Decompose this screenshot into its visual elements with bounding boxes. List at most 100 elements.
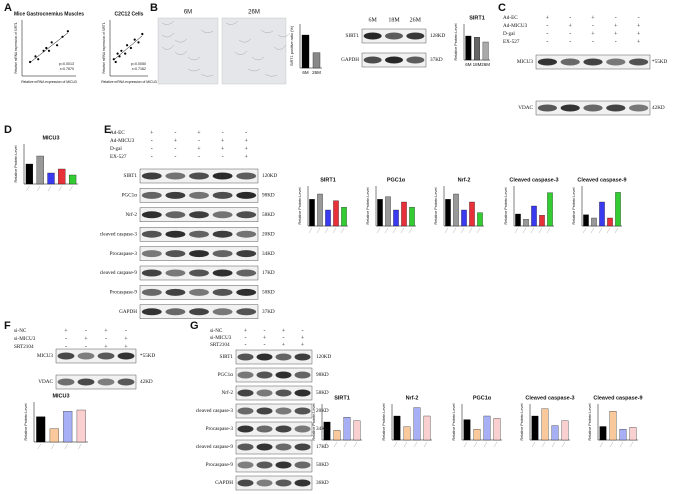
treatment-sign: -	[65, 344, 67, 350]
x-tick-stub	[473, 441, 478, 448]
treatment-sign: +	[282, 342, 286, 348]
band	[212, 191, 233, 199]
band	[141, 288, 162, 296]
x-tick-stub	[393, 441, 398, 448]
y-axis-label: Relative Protein Level	[588, 403, 592, 440]
treatment-sign: +	[637, 39, 641, 45]
x-tick-stub	[413, 441, 418, 448]
bar	[401, 201, 407, 227]
bar	[461, 209, 467, 227]
size-label: 34KD	[316, 426, 329, 432]
treatment-sign: -	[105, 336, 107, 342]
band	[212, 211, 233, 219]
ihc-fiber	[238, 38, 252, 43]
ihc-fiber	[251, 56, 265, 61]
ihc-fiber	[277, 32, 291, 38]
x-tick-stub	[546, 227, 551, 234]
point	[126, 44, 129, 47]
band	[236, 250, 257, 258]
protein-label: cleaved caspase-9	[196, 444, 234, 450]
point	[34, 55, 37, 58]
chart-title: Cleaved caspase-9	[593, 395, 642, 401]
bar	[301, 34, 310, 69]
band	[236, 269, 257, 277]
bar	[615, 192, 621, 227]
band	[294, 479, 311, 487]
lane-label: 6M	[368, 17, 377, 23]
treatment-sign: +	[546, 15, 550, 21]
bar	[539, 215, 545, 227]
chart-title: Cleaved caspase-3	[525, 395, 574, 401]
band	[256, 479, 273, 487]
protein-label: SIRT1	[219, 354, 233, 360]
protein-label: Procaspase-9	[110, 290, 138, 296]
x-tick-stub	[609, 441, 614, 448]
protein-label: VDAC	[518, 105, 533, 111]
band	[385, 32, 403, 40]
band	[275, 353, 292, 361]
y-axis-label: Relative mRNA expression of SIRT1	[14, 22, 18, 74]
protein-label: SIRT1	[123, 173, 137, 179]
band	[212, 230, 233, 238]
chart-title: PGC1α	[473, 395, 492, 401]
treatment-sign: +	[245, 138, 249, 144]
ihc-fiber	[161, 32, 175, 38]
treatment-label: Ad-EC	[110, 130, 125, 136]
point	[137, 41, 140, 44]
band	[583, 104, 603, 112]
chart-title: Nrf-2	[458, 177, 471, 183]
size-label: 98KD	[262, 193, 275, 199]
bar	[445, 199, 451, 227]
treatment-sign: +	[637, 23, 641, 29]
protein-label: Procaspase-3	[110, 251, 138, 257]
band	[275, 479, 292, 487]
treatment-sign: -	[174, 154, 176, 160]
bar	[323, 421, 331, 441]
treatment-sign: +	[569, 23, 573, 29]
x-tick-stub	[599, 441, 604, 448]
bar	[583, 214, 589, 227]
x-tick-stub	[476, 227, 481, 234]
x-tick-stub	[353, 441, 358, 448]
ihc-label: 26M	[248, 10, 260, 16]
ihc-fiber	[264, 73, 278, 77]
treatment-label: D-gal	[503, 31, 515, 37]
point	[116, 52, 119, 55]
treatment-sign: +	[244, 328, 248, 334]
band	[97, 378, 115, 386]
bar	[312, 52, 321, 69]
ihc-fiber	[187, 56, 201, 61]
band	[256, 425, 273, 433]
band	[141, 269, 162, 277]
treatment-sign: +	[221, 138, 225, 144]
x-tick-stub	[582, 227, 587, 234]
x-tick-stub	[376, 227, 381, 234]
bar	[547, 192, 553, 227]
chart-title: MICU3	[42, 135, 59, 141]
x-tick-stub	[340, 227, 345, 234]
point	[50, 41, 53, 44]
bar	[317, 193, 323, 227]
protein-label: GAPDH	[341, 57, 359, 63]
treatment-sign: -	[615, 15, 617, 21]
treatment-sign: +	[197, 146, 201, 152]
bar	[599, 201, 605, 227]
bar	[393, 415, 401, 441]
treatment-sign: -	[569, 39, 571, 45]
x-tick-stub	[541, 441, 546, 448]
point	[66, 30, 69, 33]
band	[189, 172, 209, 180]
band	[256, 389, 273, 397]
chart-title: Mice Gastrocnemius Muscles	[14, 11, 84, 17]
treatment-label: EX-527	[110, 154, 127, 160]
x-tick-stub	[47, 185, 52, 192]
band	[237, 353, 254, 361]
x-tick-stub	[468, 227, 473, 234]
treatment-sign: -	[174, 146, 176, 152]
bar	[325, 209, 331, 227]
band	[294, 425, 311, 433]
bar	[629, 427, 637, 441]
size-label: 37KD	[430, 57, 443, 63]
treatment-label: Ad-MICU3	[110, 138, 135, 144]
x-tick-stub	[384, 227, 389, 234]
